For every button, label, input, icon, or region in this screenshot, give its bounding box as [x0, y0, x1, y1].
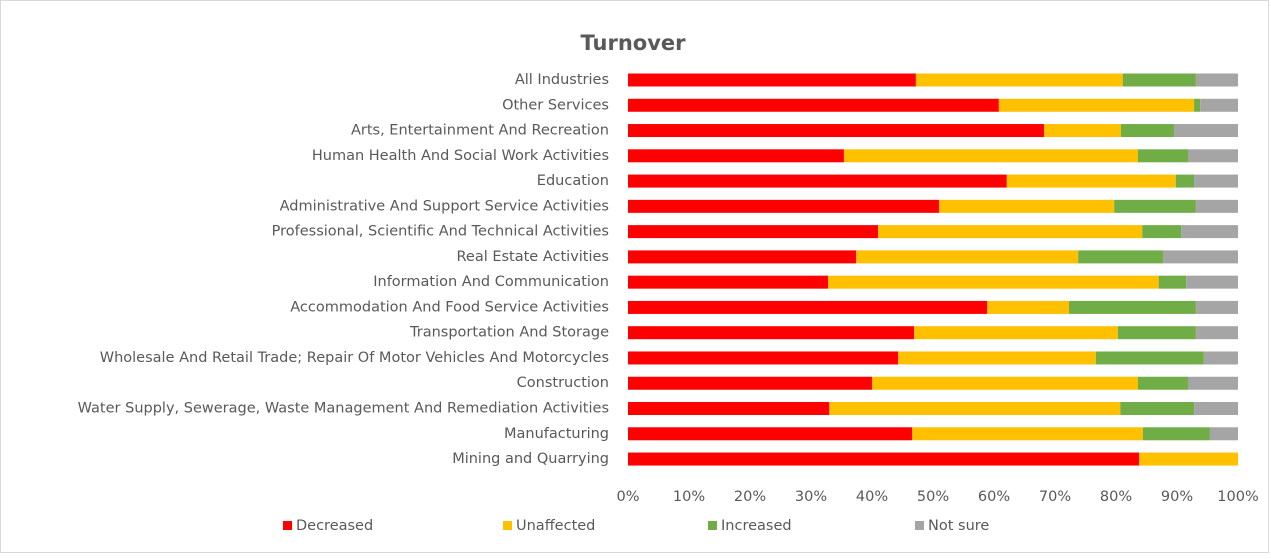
- y-tick-label: Professional, Scientific And Technical A…: [272, 224, 609, 240]
- bar-segment: [628, 376, 872, 390]
- bar-segment: [915, 73, 1123, 87]
- bar-segment: [628, 225, 879, 239]
- bar-segment: [898, 351, 1096, 365]
- x-tick-label: 40%: [856, 489, 888, 505]
- x-tick-label: 80%: [1100, 489, 1132, 505]
- y-tick-label: Administrative And Support Service Activ…: [280, 198, 609, 214]
- bar-segment: [1194, 98, 1201, 112]
- y-tick-label: Wholesale And Retail Trade; Repair Of Mo…: [100, 350, 609, 366]
- y-tick-label: Arts, Entertainment And Recreation: [351, 123, 609, 139]
- legend-swatch: [708, 521, 717, 530]
- x-tick-label: 20%: [734, 489, 766, 505]
- bar-segment: [1194, 174, 1238, 188]
- bar-segment: [1114, 199, 1196, 213]
- y-tick-label: Water Supply, Sewerage, Waste Management…: [78, 401, 609, 417]
- bar-segment: [829, 402, 1121, 416]
- legend-swatch: [503, 521, 512, 530]
- bar-segment: [1158, 275, 1187, 289]
- bar-segment: [1195, 326, 1238, 340]
- bar-segment: [878, 225, 1143, 239]
- bar-segment: [1044, 124, 1121, 138]
- y-tick-label: Construction: [517, 375, 609, 391]
- bar-segment: [628, 199, 940, 213]
- y-tick-label: Human Health And Social Work Activities: [312, 148, 609, 164]
- x-tick-label: 0%: [616, 489, 639, 505]
- bar-segment: [1120, 124, 1174, 138]
- bar-segment: [628, 452, 1140, 466]
- bar-segment: [628, 402, 830, 416]
- y-tick-label: Education: [537, 173, 609, 189]
- bar-segment: [1137, 149, 1188, 163]
- legend-swatch: [283, 521, 292, 530]
- bar-segment: [1181, 225, 1238, 239]
- x-tick-label: 50%: [917, 489, 949, 505]
- bar-segment: [628, 124, 1045, 138]
- bar-segment: [628, 73, 916, 87]
- y-tick-label: Transportation And Storage: [409, 325, 609, 341]
- bar-segment: [1195, 300, 1238, 314]
- y-tick-label: Mining and Quarrying: [452, 451, 609, 467]
- bar-segment: [1187, 376, 1238, 390]
- bar-segment: [987, 300, 1070, 314]
- bar-segment: [1187, 149, 1238, 163]
- bar-segment: [914, 326, 1118, 340]
- bar-segment: [1139, 452, 1238, 466]
- legend-label: Unaffected: [516, 518, 595, 534]
- bar-segment: [628, 275, 829, 289]
- bar-segment: [1069, 300, 1196, 314]
- x-tick-label: 100%: [1217, 489, 1258, 505]
- bar-segment: [628, 351, 899, 365]
- y-tick-label: Accommodation And Food Service Activitie…: [290, 299, 609, 315]
- bar-segment: [1195, 73, 1238, 87]
- y-tick-label: Information And Communication: [373, 274, 609, 290]
- bar-segment: [1142, 225, 1182, 239]
- bar-segment: [628, 300, 988, 314]
- x-tick-label: 30%: [795, 489, 827, 505]
- bar-segment: [628, 250, 857, 264]
- legend-label: Not sure: [928, 518, 989, 534]
- bar-segment: [1186, 275, 1238, 289]
- bar-segment: [1117, 326, 1196, 340]
- bar-segment: [1203, 351, 1238, 365]
- y-tick-label: Real Estate Activities: [456, 249, 609, 265]
- legend-label: Decreased: [296, 518, 373, 534]
- bar-segment: [1006, 174, 1176, 188]
- bar-segment: [828, 275, 1159, 289]
- bar-segment: [628, 174, 1007, 188]
- bar-segment: [1122, 73, 1196, 87]
- bar-segment: [1078, 250, 1163, 264]
- bar-segment: [856, 250, 1079, 264]
- bar-segment: [1209, 427, 1238, 441]
- bar-segment: [628, 149, 844, 163]
- bar-segment: [939, 199, 1115, 213]
- bar-segment: [1137, 376, 1188, 390]
- bar-segment: [1173, 124, 1238, 138]
- bar-segment: [1162, 250, 1238, 264]
- bar-segment: [628, 326, 915, 340]
- x-tick-label: 10%: [673, 489, 705, 505]
- legend-swatch: [915, 521, 924, 530]
- x-tick-label: 60%: [978, 489, 1010, 505]
- bar-segment: [1195, 199, 1238, 213]
- x-tick-label: 70%: [1039, 489, 1071, 505]
- y-tick-label: Other Services: [502, 97, 609, 113]
- bar-segment: [1095, 351, 1204, 365]
- bar-segment: [1194, 402, 1238, 416]
- bar-segment: [1200, 98, 1238, 112]
- bar-segment: [1175, 174, 1195, 188]
- bar-segment: [628, 98, 999, 112]
- chart-title: Turnover: [581, 31, 687, 55]
- y-tick-label: Manufacturing: [504, 426, 609, 442]
- bar-segment: [912, 427, 1143, 441]
- y-tick-label: All Industries: [515, 72, 609, 88]
- bar-segment: [843, 149, 1138, 163]
- bar-segment: [872, 376, 1138, 390]
- legend-label: Increased: [721, 518, 792, 534]
- bar-segment: [1120, 402, 1195, 416]
- bar-segment: [998, 98, 1195, 112]
- bar-segment: [1142, 427, 1210, 441]
- bar-segment: [628, 427, 913, 441]
- x-tick-label: 90%: [1161, 489, 1193, 505]
